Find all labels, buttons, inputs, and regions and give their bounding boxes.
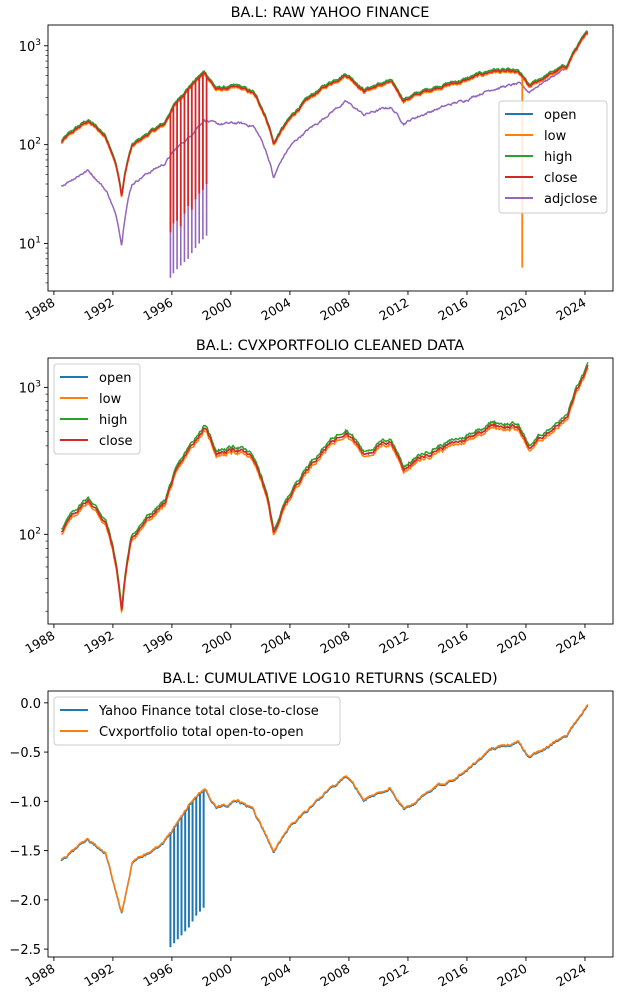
axes-frame — [47, 690, 614, 958]
y-tick-label: 102 — [19, 526, 41, 543]
y-tick-label: −2.5 — [9, 943, 41, 958]
y-tick-label: 103 — [19, 379, 41, 396]
legend-box — [498, 100, 608, 214]
y-tick-label: −1.5 — [9, 845, 41, 860]
y-tick-label: −0.5 — [9, 746, 41, 761]
chart-title: BA.L: RAW YAHOO FINANCE — [231, 5, 430, 21]
legend-label-high: high — [544, 150, 572, 165]
y-axis: 101 102 103 — [19, 38, 48, 284]
chart-title: BA.L: CUMULATIVE LOG10 RETURNS (SCALED) — [162, 671, 497, 687]
plot-area — [60, 704, 589, 948]
legend-label-close: close — [99, 434, 132, 449]
y-tick-label: 103 — [19, 38, 41, 55]
legend-box — [53, 363, 141, 455]
legend-label-adjclose: adjclose — [544, 192, 597, 207]
cleaned-data-chart: BA.L: CVXPORTFOLIO CLEANED DATA 102 103 1… — [19, 338, 614, 657]
chart-title: BA.L: CVXPORTFOLIO CLEANED DATA — [196, 338, 464, 354]
y-tick-label: 0.0 — [20, 697, 41, 712]
y-axis: 102 103 — [19, 379, 48, 612]
legend-label-close: close — [544, 171, 577, 186]
legend-label-open: open — [99, 371, 131, 386]
y-tick-label: 102 — [19, 137, 41, 154]
y-tick-label: 101 — [19, 236, 41, 253]
legend: Yahoo Finance total close-to-close Cvxpo… — [53, 696, 341, 746]
legend-label-yahoo: Yahoo Finance total close-to-close — [98, 704, 319, 719]
y-tick-label: −1.0 — [9, 795, 41, 810]
series-cvxportfolio-line — [60, 704, 589, 913]
legend-label-low: low — [99, 392, 122, 407]
series-low-line — [61, 367, 589, 614]
y-tick-label: −2.0 — [9, 894, 41, 909]
legend-box — [53, 696, 341, 746]
series-high-line — [60, 30, 589, 195]
axes-frame — [47, 24, 614, 292]
series-adjclose-line — [60, 31, 589, 246]
series-close-line — [60, 31, 589, 196]
legend: open low high close adjclose — [498, 100, 608, 214]
series-close-line — [61, 364, 589, 612]
series-high-line — [61, 362, 589, 609]
y-axis: 0.0 −0.5 −1.0 −1.5 −2.0 −2.5 — [9, 697, 48, 958]
plot-area — [61, 362, 589, 614]
plot-area — [60, 30, 589, 278]
legend-label-open: open — [544, 108, 576, 123]
legend-label-cvxportfolio: Cvxportfolio total open-to-open — [99, 725, 304, 740]
axes-frame — [47, 357, 614, 625]
legend-label-low: low — [544, 129, 567, 144]
legend: open low high close — [53, 363, 141, 455]
legend-label-high: high — [99, 413, 127, 428]
